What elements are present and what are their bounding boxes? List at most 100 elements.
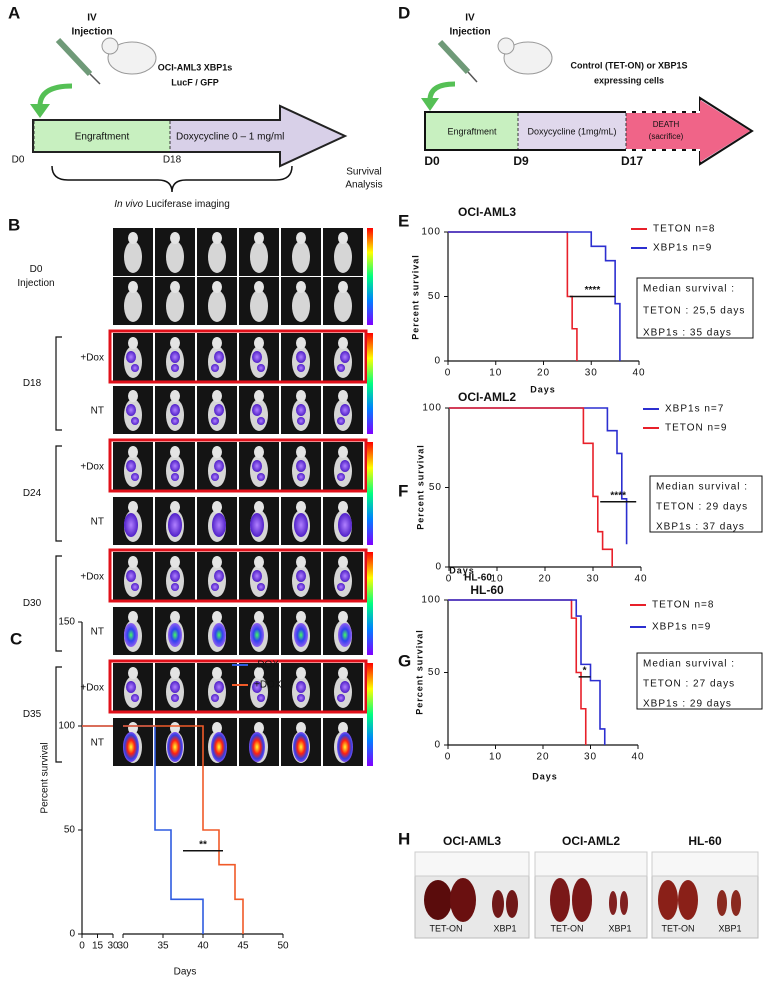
mouse-head — [128, 556, 138, 568]
highlight-box — [108, 438, 368, 493]
signal — [171, 694, 179, 702]
mouse-body — [250, 290, 268, 322]
mouse-head — [296, 501, 306, 513]
injection-arrow — [37, 83, 73, 107]
signal — [250, 623, 264, 647]
signal — [170, 351, 180, 363]
mouse-head — [128, 390, 138, 402]
sample-label: XBP1 — [718, 923, 741, 933]
signal — [250, 513, 264, 537]
engraftment-phase — [34, 121, 170, 151]
mouse-head — [296, 667, 306, 679]
color-scale — [367, 663, 373, 766]
spleen — [731, 890, 741, 916]
mouse-body — [250, 241, 268, 273]
imaging-label: In vivo Luciferase imaging — [114, 199, 230, 210]
signal — [257, 583, 265, 591]
injection-label: Injection — [71, 27, 112, 38]
x-tick-label: 0 — [446, 574, 453, 585]
panel-label: G — [398, 651, 411, 670]
sample-label: TET-ON — [551, 923, 584, 933]
legend-label: -DOX — [254, 660, 279, 671]
signal — [340, 460, 350, 472]
mouse-head — [170, 232, 180, 244]
x-tick-label: 20 — [537, 368, 550, 379]
mouse-head — [254, 556, 264, 568]
x-tick-label: 35 — [157, 941, 169, 952]
signal — [294, 513, 308, 537]
signal — [294, 623, 308, 647]
spleen — [450, 878, 476, 922]
mouse-head — [128, 501, 138, 513]
cell-label: LucF / GFP — [171, 77, 219, 87]
signal — [257, 417, 265, 425]
signal — [296, 460, 306, 472]
mouse-head — [128, 667, 138, 679]
group-label: D30 — [23, 598, 42, 609]
panel-label: D — [398, 3, 410, 22]
imaging-label-text: Luciferase imaging — [143, 199, 230, 210]
legend-label: XBP1s n=9 — [652, 622, 711, 633]
survival-curve — [448, 599, 587, 745]
mouse-head — [296, 281, 306, 293]
signal — [297, 473, 305, 481]
median-box — [649, 475, 763, 533]
injection-arrowhead — [30, 104, 50, 118]
mouse-body — [292, 241, 310, 273]
significance-label: ** — [199, 839, 207, 850]
mouse-head — [338, 722, 348, 734]
sample-title: HL-60 — [688, 834, 722, 848]
mouse-head — [254, 337, 264, 349]
signal — [297, 364, 305, 372]
signal — [167, 732, 183, 762]
mouse-head — [170, 281, 180, 293]
median-text: Median survival : — [643, 659, 735, 670]
condition-label: NT — [91, 406, 104, 417]
mouse-head — [254, 446, 264, 458]
overlap-label: HL-60 — [464, 573, 492, 584]
timepoint-label: D18 — [163, 155, 182, 166]
mouse-body — [208, 241, 226, 273]
engraftment-phase — [426, 113, 518, 149]
group-label: D24 — [23, 488, 42, 499]
y-tick-label: 50 — [429, 482, 442, 493]
highlight-box — [108, 329, 368, 384]
mouse-icon — [107, 41, 157, 75]
signal — [249, 732, 265, 762]
y-tick-label: 50 — [64, 825, 76, 836]
injection-arrow — [427, 81, 456, 101]
y-tick-label: 150 — [58, 617, 75, 628]
spleen — [424, 880, 452, 920]
mouse-head — [338, 667, 348, 679]
signal — [171, 364, 179, 372]
x-tick-label: 50 — [277, 941, 289, 952]
phase-label: Engraftment — [75, 132, 130, 143]
mouse-head — [170, 501, 180, 513]
outcome-label: (sacrifice) — [649, 132, 684, 141]
condition-label: NT — [91, 517, 104, 528]
signal — [214, 460, 224, 472]
x-tick-label: 30 — [584, 752, 597, 763]
timepoint-label: D0 — [12, 155, 25, 166]
mouse-head — [212, 390, 222, 402]
mouse-head — [254, 390, 264, 402]
median-text: Median survival : — [643, 284, 735, 295]
mouse-body — [334, 290, 352, 322]
chart-title: OCI-AML2 — [458, 390, 516, 404]
mouse-body — [292, 290, 310, 322]
legend-label: XBP1s n=9 — [653, 243, 712, 254]
mouse-head — [296, 611, 306, 623]
mouse-head — [254, 501, 264, 513]
signal — [252, 404, 262, 416]
sample-title: OCI-AML2 — [562, 834, 620, 848]
signal — [296, 570, 306, 582]
mouse-head — [170, 722, 180, 734]
y-tick-label: 0 — [434, 740, 441, 751]
y-tick-label: 50 — [428, 667, 441, 678]
signal — [170, 404, 180, 416]
signal — [337, 364, 345, 372]
signal — [170, 570, 180, 582]
spleen — [678, 880, 698, 920]
